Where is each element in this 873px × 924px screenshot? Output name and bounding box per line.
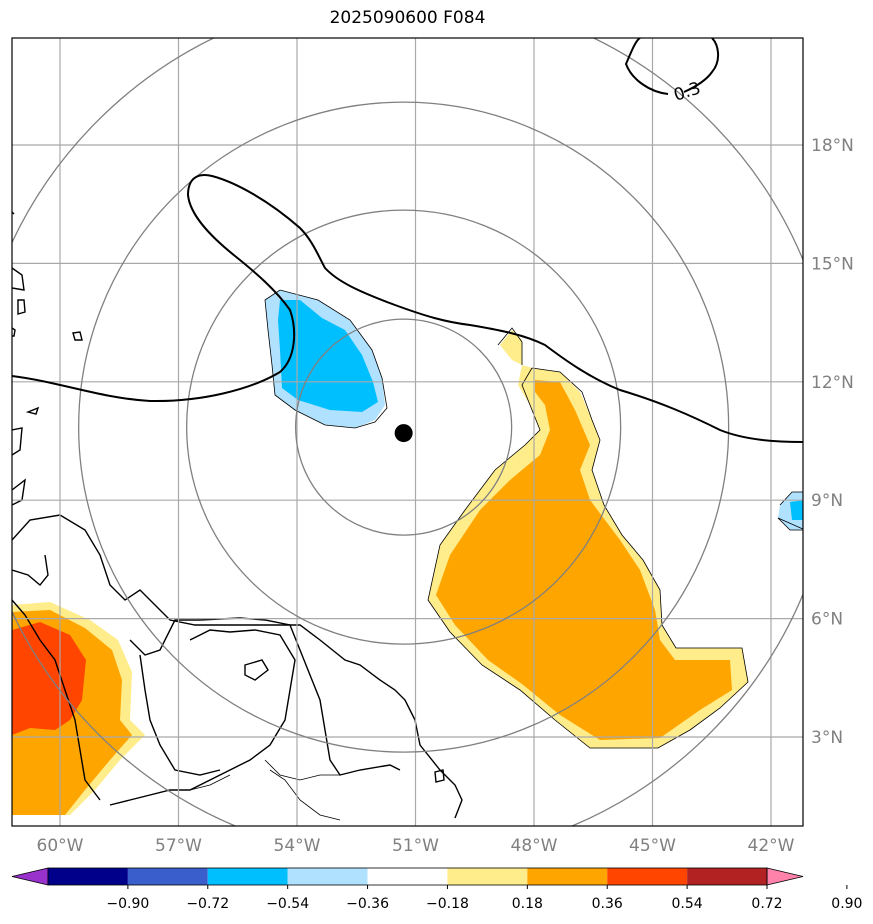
map-title: 2025090600 F084 (329, 8, 486, 28)
latitude-tick-label: 3°N (811, 728, 843, 748)
longitude-tick-label: 54°W (274, 836, 321, 856)
colorbar-segment (527, 868, 608, 885)
colorbar-tick-label: 0.90 (831, 896, 862, 912)
negative-anomaly-blob (264, 289, 388, 429)
range-ring (77, 101, 730, 753)
colorbar-segment (207, 868, 288, 885)
colorbar-segment (287, 868, 368, 885)
positive-anomaly-blob-east (427, 327, 749, 749)
colorbar-tick-label: −0.72 (186, 896, 229, 912)
map-area: 0.3 (12, 38, 803, 826)
colorbar-tick-label: −0.36 (346, 896, 389, 912)
longitude-tick-label: 42°W (748, 836, 795, 856)
longitude-tick-label: 57°W (155, 836, 202, 856)
latitude-tick-label: 9°N (811, 491, 843, 511)
longitude-tick-label: 51°W (392, 836, 439, 856)
longitude-tick-labels: 60°W 57°W 54°W 51°W 48°W 45°W 42°W (37, 836, 795, 856)
latitude-tick-label: 6°N (811, 610, 843, 630)
colorbar-segment (447, 868, 528, 885)
storm-center-marker (394, 424, 413, 443)
range-ring (294, 318, 513, 536)
graticule (12, 38, 803, 826)
borders (109, 759, 341, 821)
colorbar-tick-label: −0.54 (266, 896, 309, 912)
longitude-tick-label: 60°W (37, 836, 84, 856)
range-rings (12, 38, 803, 826)
colorbar-segment (687, 868, 767, 885)
contour-label: 0.3 (671, 78, 703, 105)
colorbar-tick-label: 0.54 (672, 896, 703, 912)
latitude-tick-label: 15°N (811, 254, 854, 274)
colorbar-extend-max (766, 867, 804, 886)
colorbar-segment (48, 868, 128, 885)
colorbar-tick-label: −0.90 (106, 896, 149, 912)
colorbar-tick-label: 0.18 (512, 896, 543, 912)
colorbar-tick-label: −0.18 (426, 896, 469, 912)
latitude-tick-label: 12°N (811, 373, 854, 393)
colorbar-tick-label: 0.36 (592, 896, 623, 912)
colorbar-tick-label: 0.72 (751, 896, 782, 912)
colorbar-segment (607, 868, 688, 885)
latitude-tick-labels: 3°N 6°N 9°N 12°N 15°N 18°N (811, 136, 854, 748)
map-frame (11, 37, 804, 827)
colorbar: −0.90 −0.72 −0.54 −0.36 −0.18 0.18 0.36 0.54 0.7… (11, 867, 862, 912)
colorbar-segment (367, 868, 448, 885)
contour-0.3 (12, 38, 803, 443)
range-ring (185, 209, 622, 645)
colorbar-frame (47, 867, 768, 886)
east-edge-blue-blob (777, 491, 803, 531)
colorbar-extend-min (11, 867, 49, 886)
positive-anomaly-blob-southwest (12, 602, 145, 815)
colorbar-segment (127, 868, 208, 885)
longitude-tick-label: 48°W (511, 836, 558, 856)
latitude-tick-label: 18°N (811, 136, 854, 156)
longitude-tick-label: 45°W (629, 836, 676, 856)
